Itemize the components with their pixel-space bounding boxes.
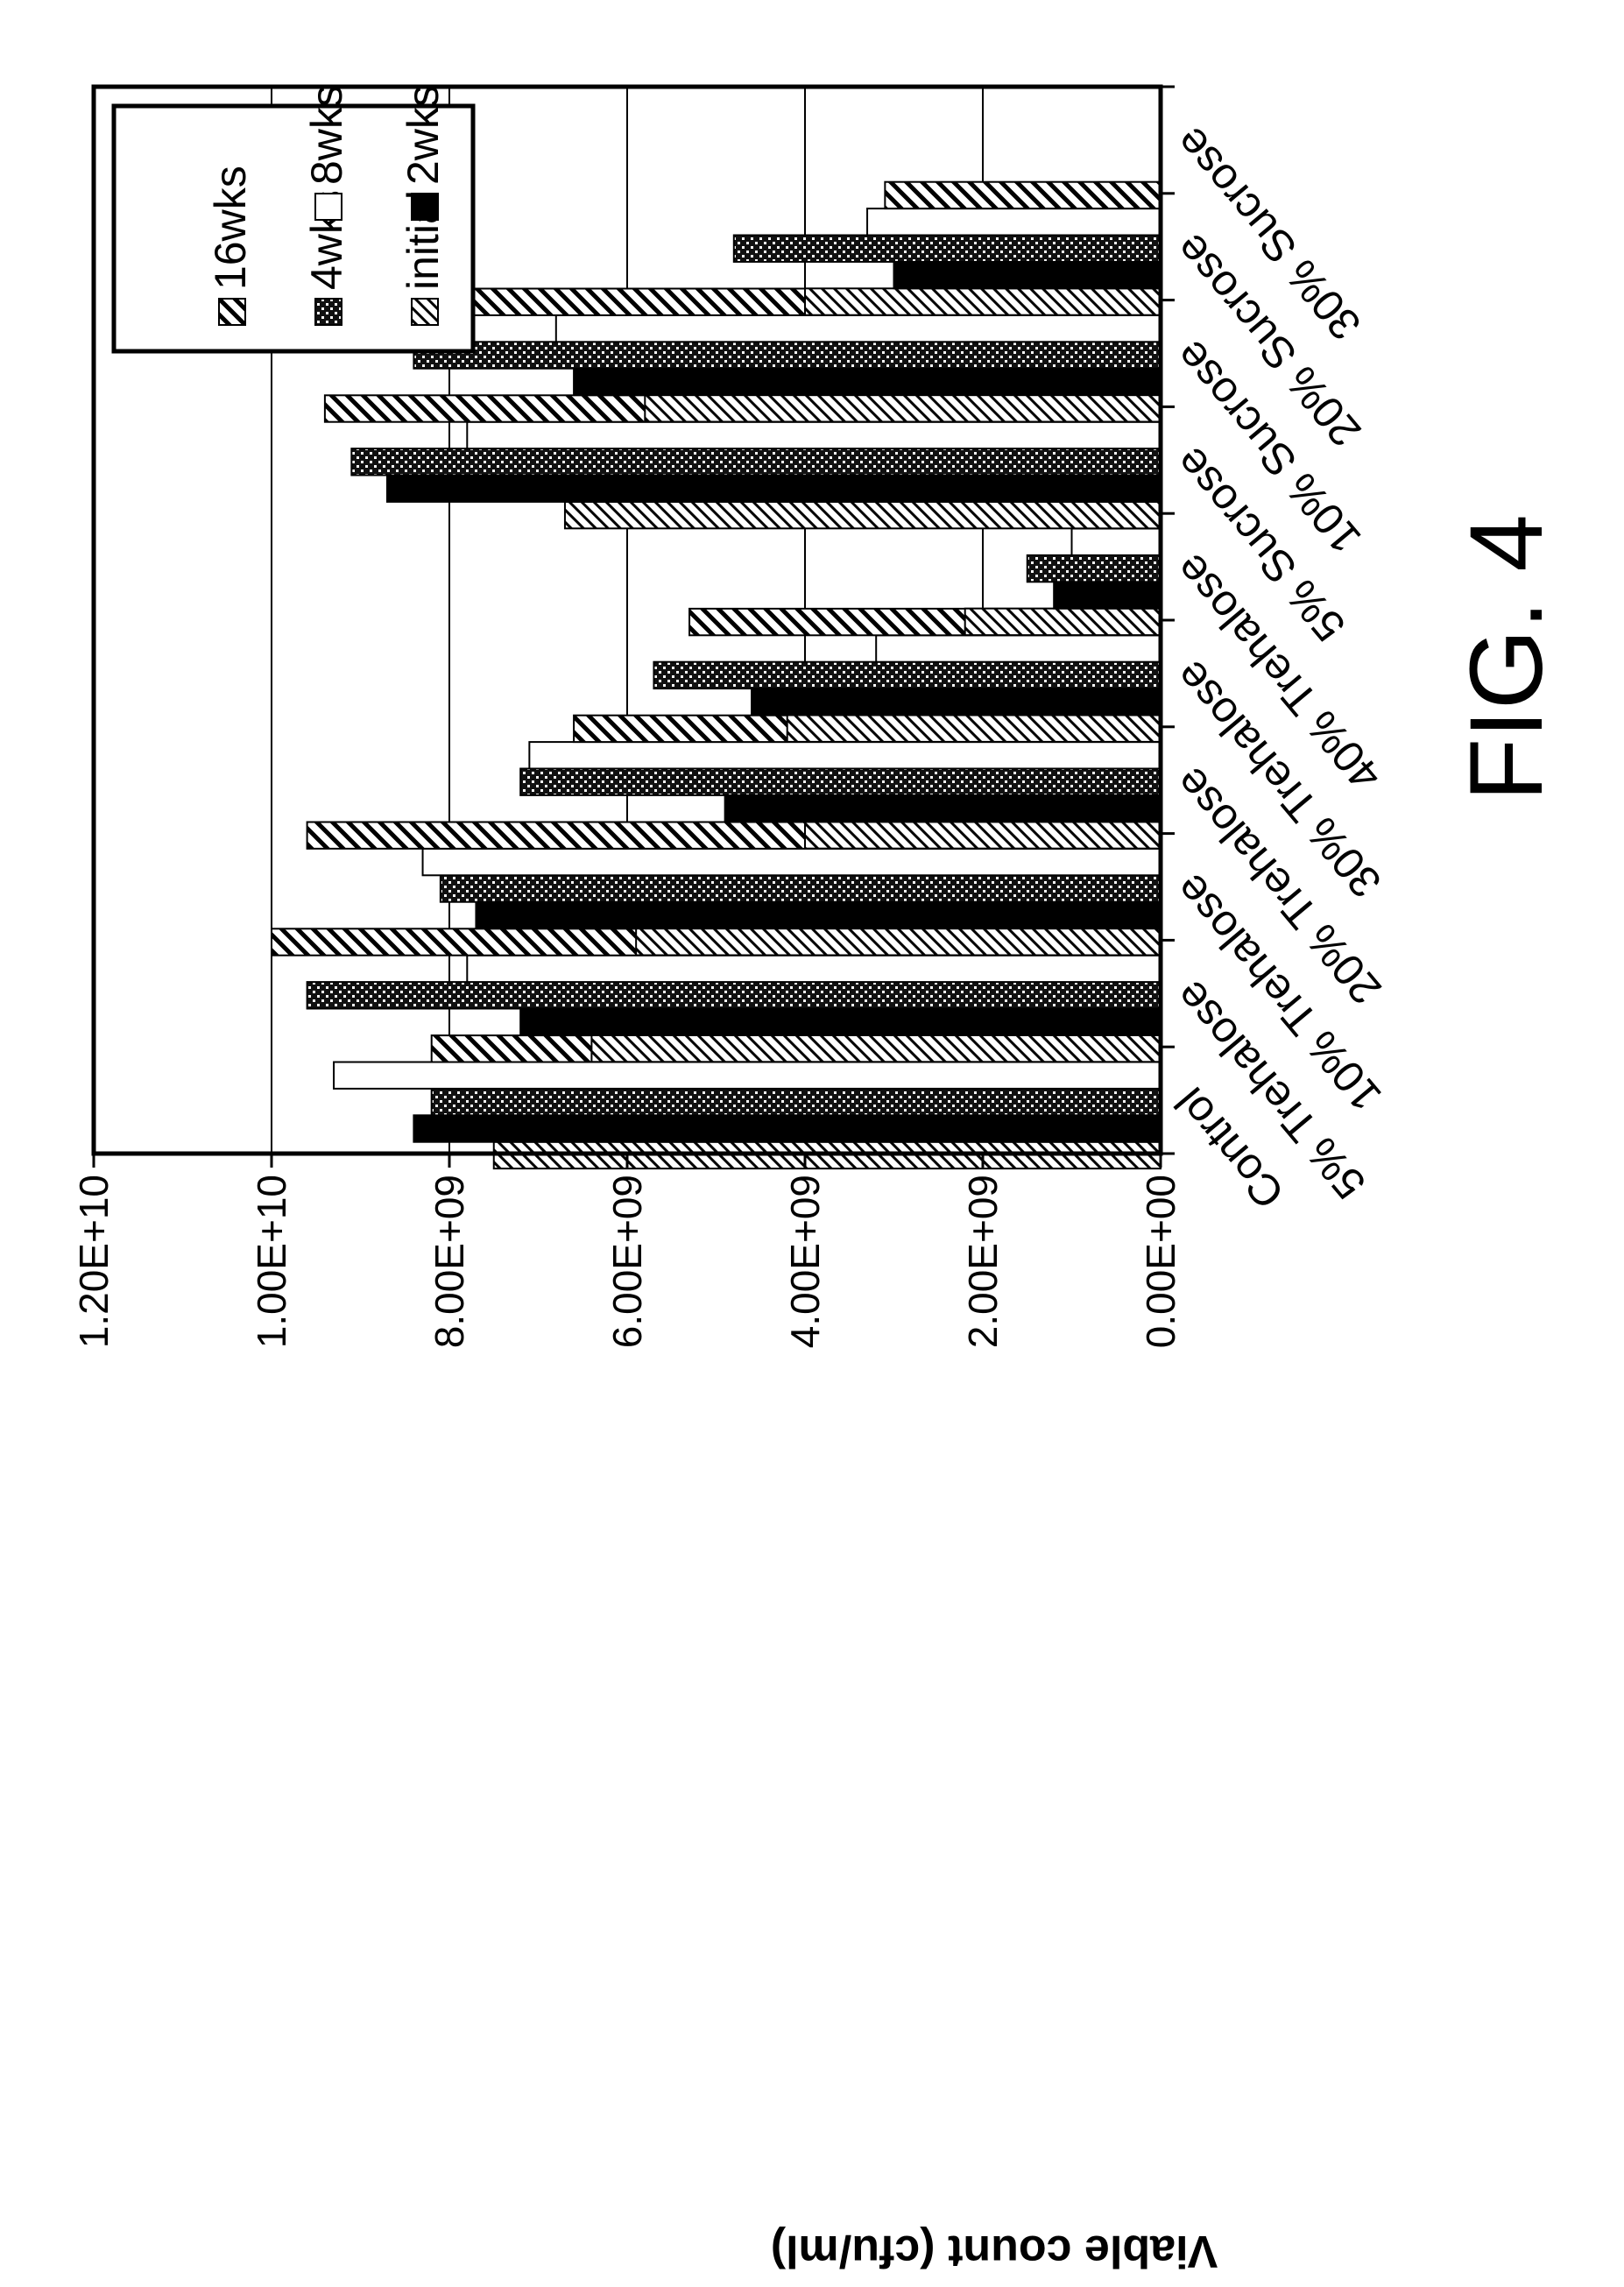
bar-initial-8 [805,288,1161,314]
bar-8wks-0 [334,1062,1161,1089]
bar-2wks-3 [725,795,1161,822]
y-tick-label: 8.00E+09 [427,1175,472,1348]
bar-2wks-6 [387,476,1161,502]
y-axis-title: Viable count (cfu/ml) [771,2226,1218,2276]
bar-2wks-0 [413,1115,1161,1141]
bar-2wks-1 [520,1009,1161,1035]
y-tick-label: 1.20E+10 [71,1175,117,1348]
bar-initial-2 [636,928,1161,955]
bar-2wks-7 [574,369,1161,395]
bar-initial-3 [805,822,1161,848]
bar-8wks-6 [467,422,1161,448]
bar-2wks-4 [752,688,1161,715]
bar-4wks-0 [432,1089,1161,1115]
legend-swatch-8wks [315,194,342,220]
bar-initial-5 [965,609,1161,635]
bar-8wks-4 [876,635,1161,661]
bar-4wks-4 [653,662,1161,688]
bar-2wks-8 [894,262,1162,288]
bar-initial-1 [591,1035,1161,1062]
figure-caption: FIG. 4 [1449,514,1564,801]
bar-8wks-7 [556,315,1161,342]
bar-4wks-6 [351,448,1161,475]
y-tick-label: 1.00E+10 [249,1175,294,1348]
bar-4wks-5 [1027,555,1161,582]
bar-4wks-7 [413,342,1161,368]
bar-8wks-1 [467,956,1161,982]
legend-swatch-4wks [315,299,342,325]
legend-swatch-2wks [412,194,438,220]
legend-swatch-16wks [219,299,245,325]
legend: initial2wks4wks8wks16wks [114,85,473,351]
bar-8wks-3 [529,742,1161,768]
bar-8wks-8 [867,208,1161,235]
bar-4wks-1 [307,982,1161,1008]
bar-16wks-8 [885,182,1161,208]
bar-initial-6 [565,502,1161,528]
y-tick-label: 2.00E+09 [960,1175,1006,1348]
bar-4wks-3 [520,769,1161,795]
bar-4wks-2 [441,875,1161,901]
bar-2wks-5 [1054,582,1161,608]
y-tick-label: 0.00E+00 [1138,1175,1183,1348]
bar-4wks-8 [734,236,1161,262]
bar-initial-7 [645,395,1161,421]
y-tick-label: 4.00E+09 [782,1175,828,1348]
legend-swatch-initial [412,299,438,325]
legend-label-8wks: 8wks [302,85,351,185]
bar-8wks-2 [423,849,1161,875]
legend-label-16wks: 16wks [206,166,255,290]
bar-initial-4 [787,716,1161,742]
bar-2wks-2 [476,902,1161,928]
legend-label-2wks: 2wks [399,85,448,185]
bar-8wks-5 [1072,529,1162,555]
y-tick-label: 6.00E+09 [604,1175,650,1348]
